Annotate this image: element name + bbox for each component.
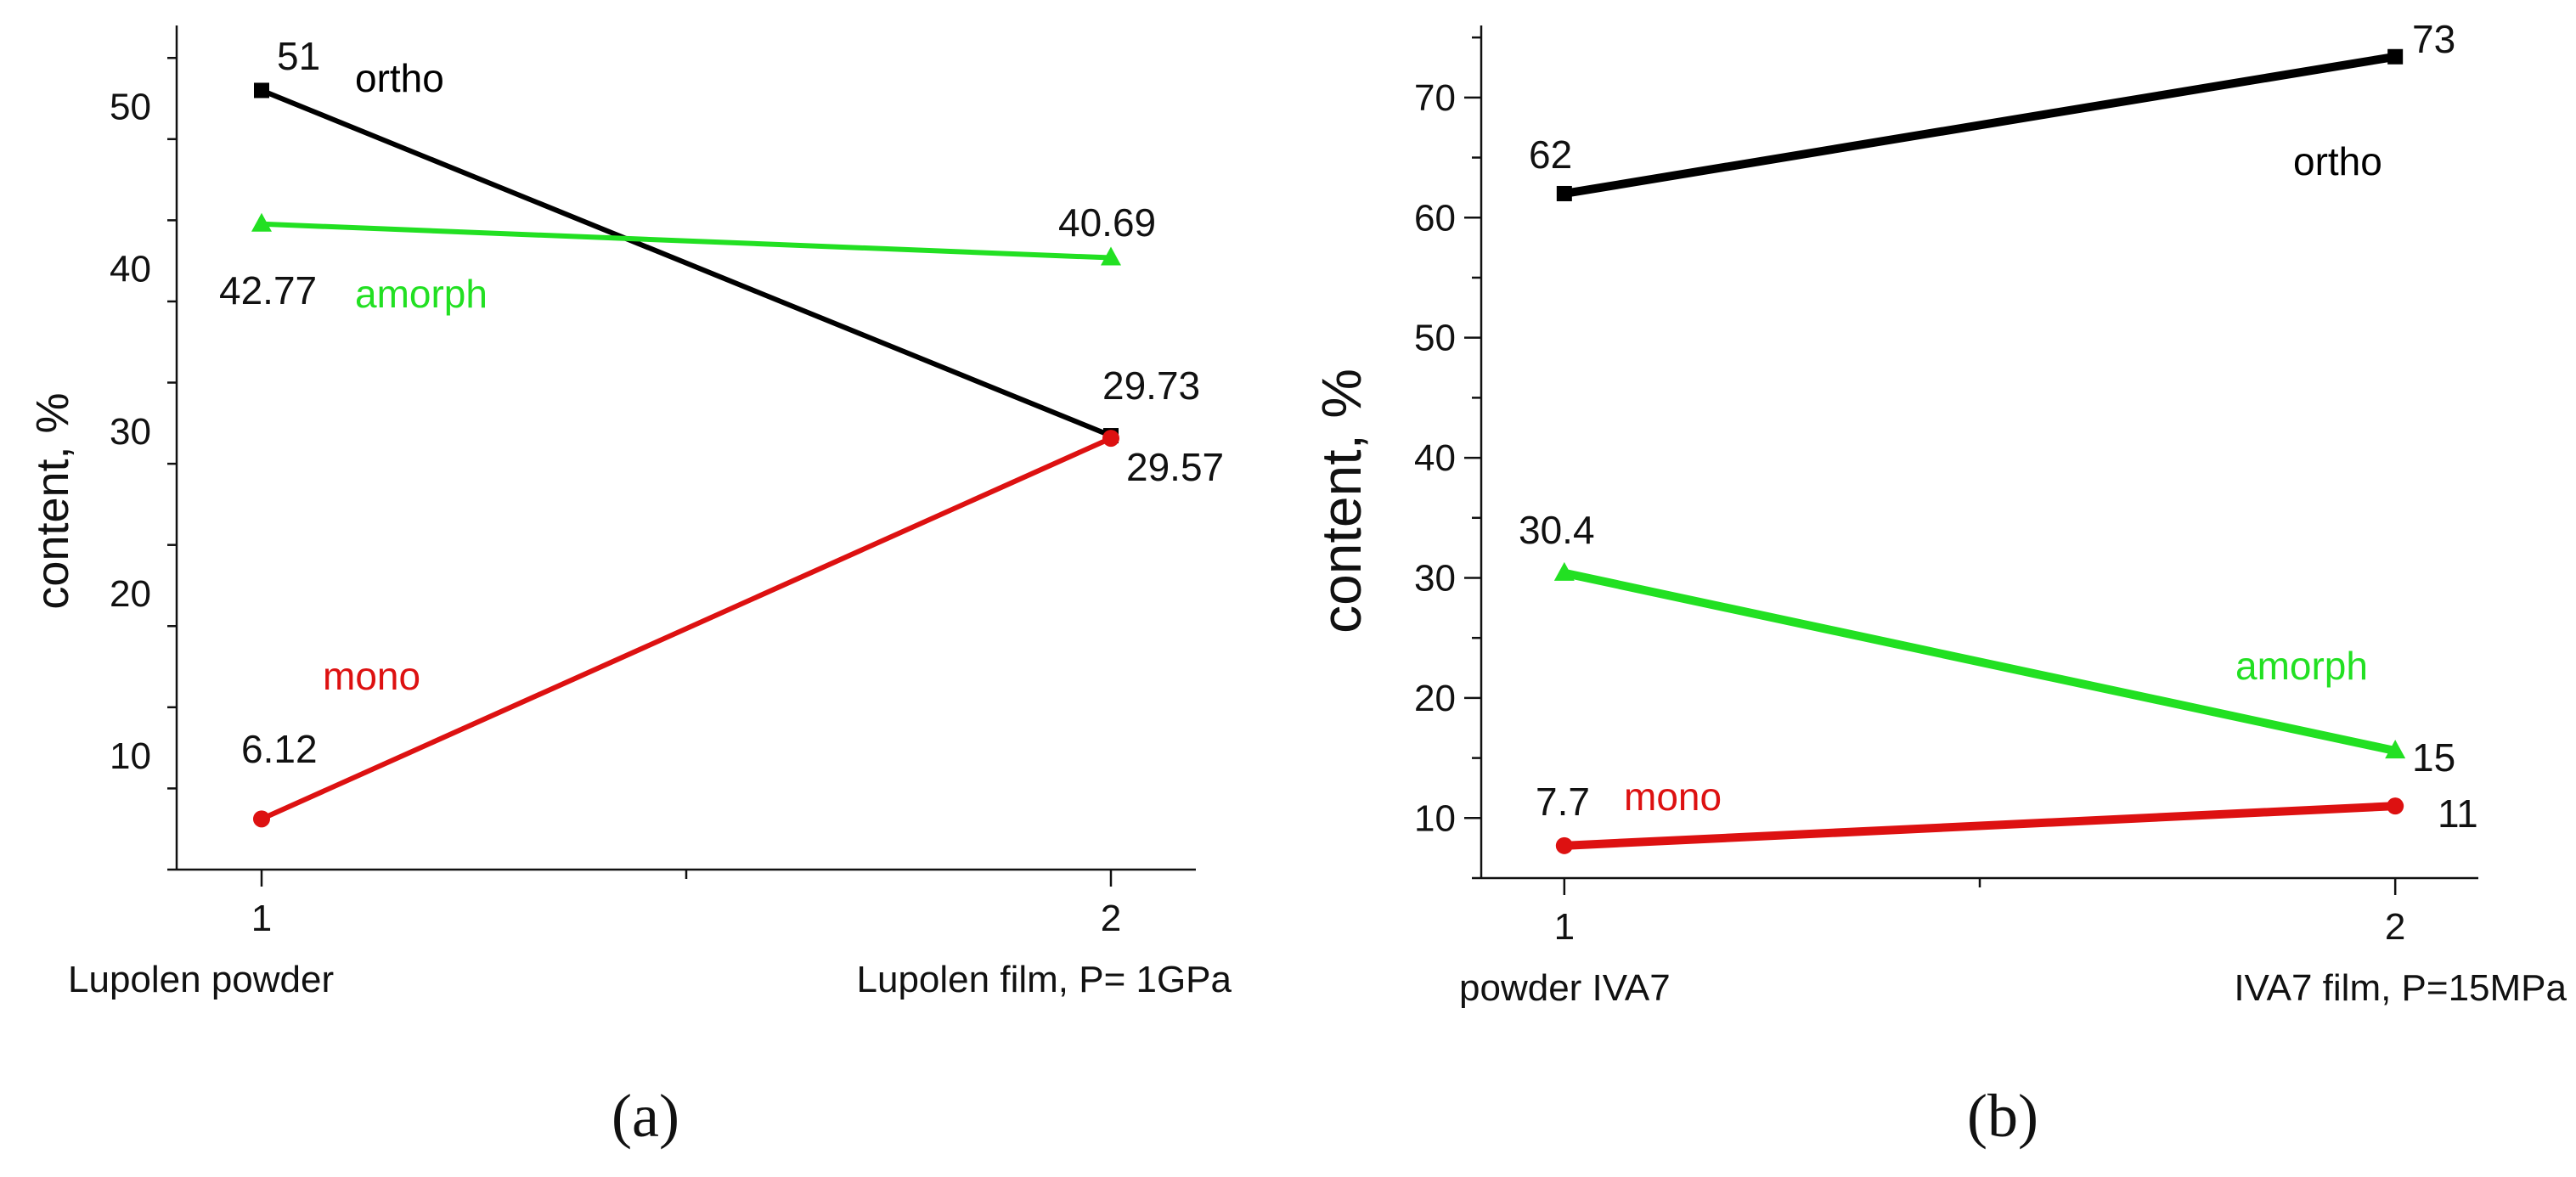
y-tick-label-a-20: 20 [110, 573, 151, 615]
x-tick-label-a-1: 1 [251, 898, 272, 939]
category-label-a-1: Lupolen powder [68, 959, 334, 1000]
marker-a-amorph-2 [1101, 246, 1121, 266]
y-tick-label-b-10: 10 [1414, 797, 1456, 839]
value-label-a-amorph-1: 42.77 [219, 268, 317, 313]
value-label-b-mono-1: 7.7 [1536, 780, 1590, 824]
category-label-b-2: IVA7 film, P=15MPa [2234, 967, 2567, 1009]
ylabel-a: content, % [27, 392, 78, 609]
series-line-a-amorph [261, 221, 1112, 261]
marker-a-ortho-1 [254, 82, 269, 99]
axes-a: 10 20 30 40 50 1 2 [110, 25, 1196, 939]
marker-b-amorph-1 [1553, 561, 1575, 581]
value-label-b-amorph-2: 15 [2412, 735, 2455, 780]
series-line-a-mono [260, 436, 1113, 822]
x-tick-label-a-2: 2 [1101, 898, 1121, 939]
series-line-b-ortho [1564, 52, 2396, 198]
category-label-a-2: Lupolen film, P= 1GPa [857, 959, 1232, 1000]
y-tick-label-b-40: 40 [1414, 437, 1456, 479]
marker-b-mono-1 [1555, 836, 1573, 854]
y-tick-label-b-70: 70 [1414, 77, 1456, 119]
value-label-b-mono-2: 11 [2438, 791, 2478, 836]
marker-b-amorph-2 [2385, 740, 2406, 759]
y-tick-label-b-60: 60 [1414, 197, 1456, 239]
series-label-a-mono: mono [323, 654, 420, 698]
y-tick-label-b-30: 30 [1414, 557, 1456, 599]
marker-a-mono-2 [1102, 430, 1119, 448]
panel-label-b: (b) [1967, 1082, 2038, 1150]
axes-b: 10 20 30 40 50 60 70 1 2 [1414, 25, 2478, 948]
value-label-b-ortho-2: 73 [2412, 17, 2455, 61]
value-label-b-ortho-1: 62 [1529, 132, 1572, 177]
panel-label-a: (a) [612, 1082, 679, 1150]
series-label-b-amorph: amorph [2235, 644, 2368, 688]
y-tick-label-b-20: 20 [1414, 678, 1456, 719]
x-tick-label-b-2: 2 [2385, 906, 2405, 948]
marker-b-ortho-2 [2387, 48, 2404, 65]
series-label-b-ortho: ortho [2293, 139, 2382, 183]
marker-b-mono-2 [2387, 797, 2404, 815]
series-line-a-ortho [260, 87, 1113, 438]
panel-a: 10 20 30 40 50 1 2 content, % Lupolen powder L… [27, 25, 1232, 1150]
x-tick-label-b-1: 1 [1554, 906, 1575, 948]
category-label-b-1: powder IVA7 [1459, 967, 1671, 1009]
value-label-a-ortho-2: 29.73 [1102, 363, 1200, 408]
series-label-a-amorph: amorph [355, 272, 488, 316]
marker-a-mono-1 [253, 810, 270, 828]
series-line-b-mono [1564, 802, 2396, 850]
y-tick-label-a-10: 10 [110, 735, 151, 777]
series-label-b-mono: mono [1624, 774, 1722, 819]
y-tick-label-b-50: 50 [1414, 318, 1456, 359]
series-line-b-amorph [1563, 568, 2397, 755]
marker-b-ortho-1 [1556, 185, 1572, 201]
y-tick-label-a-50: 50 [110, 87, 151, 128]
ylabel-b: content, % [1310, 369, 1373, 634]
value-label-a-mono-1: 6.12 [241, 727, 318, 771]
value-label-a-mono-2: 29.57 [1126, 445, 1224, 489]
y-tick-label-a-30: 30 [110, 411, 151, 453]
marker-a-amorph-1 [251, 212, 272, 232]
series-label-a-ortho: ortho [355, 56, 444, 100]
value-label-b-amorph-1: 30.4 [1519, 508, 1595, 552]
value-label-a-ortho-1: 51 [277, 34, 320, 78]
value-label-a-amorph-2: 40.69 [1058, 200, 1156, 245]
y-tick-label-a-40: 40 [110, 249, 151, 290]
